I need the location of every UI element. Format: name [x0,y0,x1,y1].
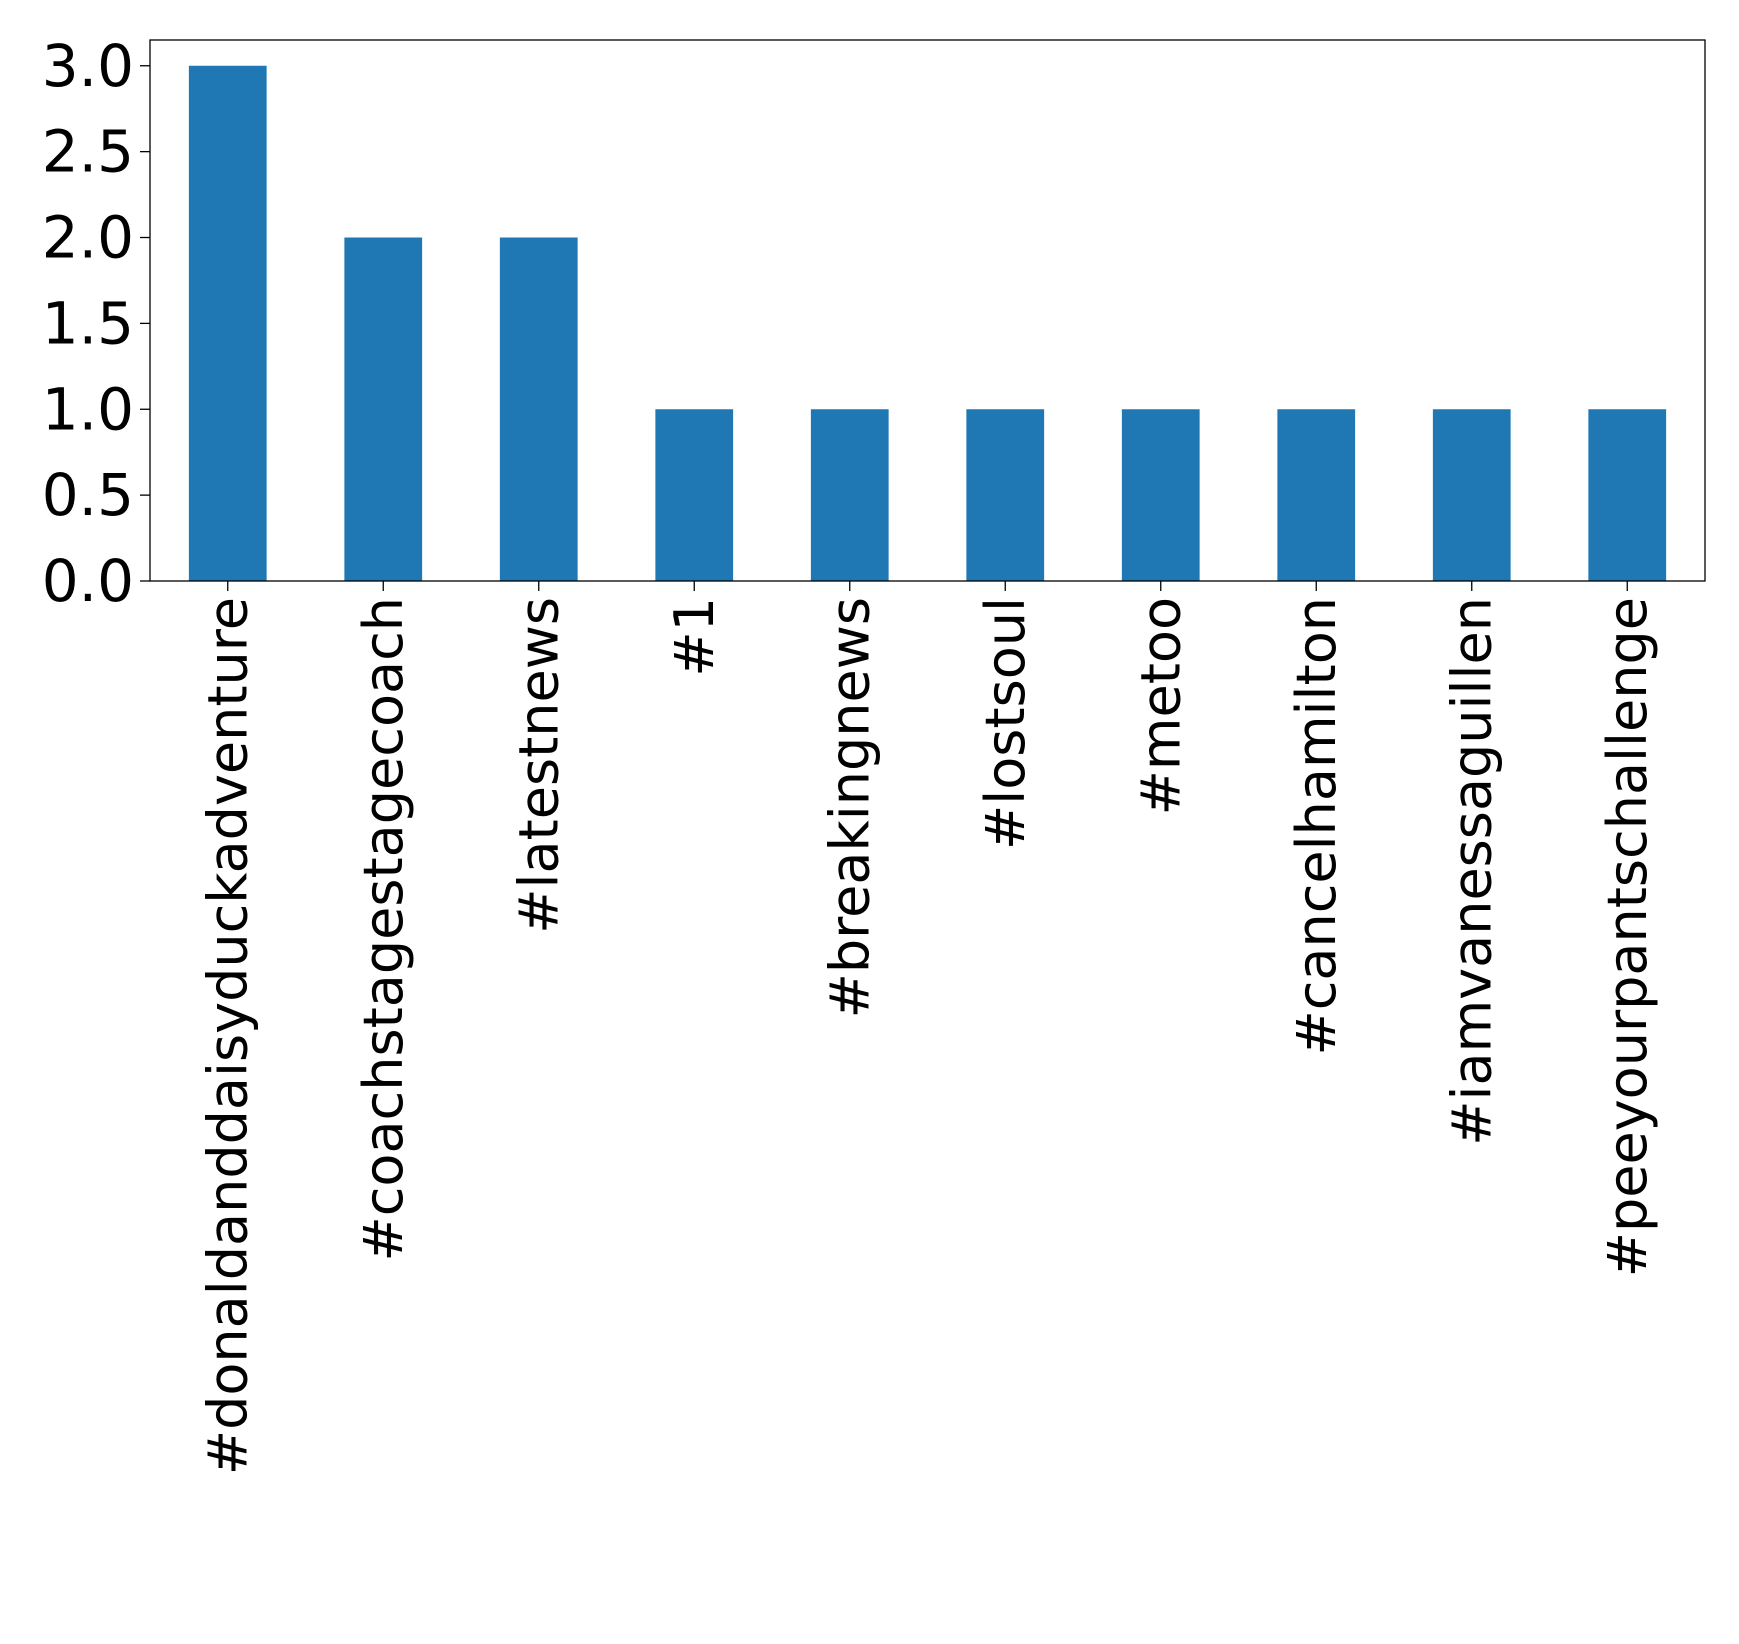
bar-5 [810,409,889,581]
y-tick-label: 0.5 [42,461,134,529]
bar-1 [188,65,267,581]
x-tick-label: #iamvanessaguillen [1440,597,1503,1146]
x-tick-label: #1 [663,597,726,677]
bars-layer [188,65,1667,581]
x-tick-label: #lostsoul [974,597,1037,850]
x-tick-label: #latestnews [507,597,570,934]
bar-4 [655,409,734,581]
x-tick-label: #metoo [1129,597,1192,815]
bar-6 [966,409,1045,581]
plot-frame [149,39,1706,582]
x-tick-label: #cancelhamilton [1285,597,1348,1056]
y-tick-label: 0.0 [42,547,134,615]
x-tick-label: #breakingnews [818,597,881,1018]
bar-8 [1277,409,1356,581]
y-tick-label: 2.0 [42,204,134,272]
bar-10 [1588,409,1667,581]
bar-9 [1432,409,1511,581]
x-tick-label: #peeyourpantschallenge [1596,597,1659,1277]
x-tick-label: #donaldanddaisyduckadventure [196,597,259,1475]
y-tick-label: 2.5 [42,118,134,186]
x-axis: #donaldanddaisyduckadventure #coachstages… [196,581,1659,1475]
y-tick-label: 1.0 [42,375,134,443]
y-axis: 0.0 0.5 1.0 1.5 2.0 2.5 3.0 [42,32,150,615]
bar-7 [1121,409,1200,581]
bar-3 [499,237,578,581]
bar-2 [344,237,423,581]
y-tick-label: 3.0 [42,32,134,100]
x-tick-label: #coachstagestagecoach [352,597,415,1262]
y-tick-label: 1.5 [42,289,134,357]
